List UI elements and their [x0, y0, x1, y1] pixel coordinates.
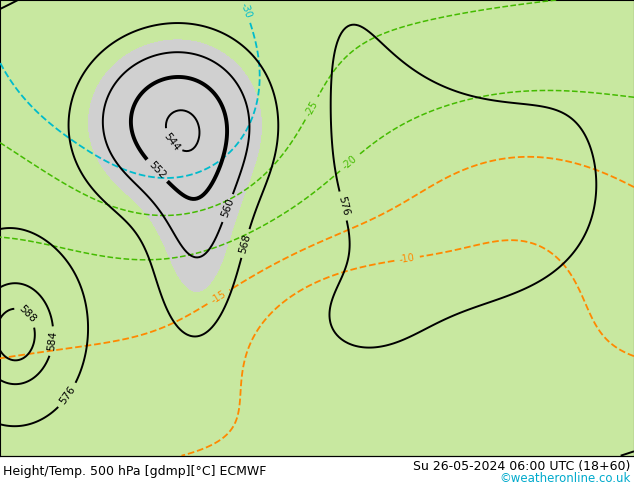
- Text: -10: -10: [399, 252, 416, 265]
- Text: 560: 560: [219, 197, 236, 219]
- Text: -30: -30: [238, 1, 254, 20]
- Text: 568: 568: [238, 233, 253, 254]
- Text: 576: 576: [336, 195, 351, 217]
- Text: 584: 584: [47, 331, 59, 352]
- Text: 576: 576: [58, 385, 78, 407]
- Text: 588: 588: [17, 304, 38, 325]
- Text: ©weatheronline.co.uk: ©weatheronline.co.uk: [500, 472, 631, 485]
- Text: -25: -25: [304, 99, 320, 118]
- Text: Su 26-05-2024 06:00 UTC (18+60): Su 26-05-2024 06:00 UTC (18+60): [413, 460, 631, 473]
- Text: -20: -20: [340, 153, 359, 172]
- Text: -15: -15: [209, 289, 228, 306]
- Text: Height/Temp. 500 hPa [gdmp][°C] ECMWF: Height/Temp. 500 hPa [gdmp][°C] ECMWF: [3, 466, 266, 478]
- Text: 544: 544: [162, 131, 182, 153]
- Text: 552: 552: [146, 160, 167, 181]
